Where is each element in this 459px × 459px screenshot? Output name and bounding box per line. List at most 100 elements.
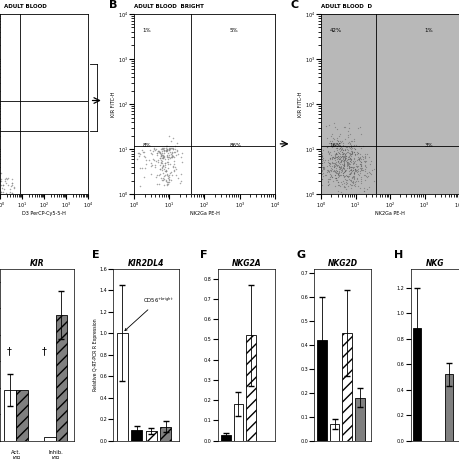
Point — [347, 151, 355, 158]
Point — [345, 163, 353, 170]
Point — [171, 153, 178, 161]
Point — [352, 180, 359, 187]
Point — [352, 151, 359, 158]
Point — [337, 154, 344, 162]
Bar — [117, 333, 128, 441]
Point — [347, 170, 354, 177]
Point — [161, 152, 168, 159]
Point — [135, 153, 143, 160]
Point — [1, 185, 8, 193]
Point — [156, 162, 163, 169]
Point — [0, 172, 3, 179]
Point — [178, 170, 185, 178]
Point — [353, 156, 361, 163]
Point — [347, 142, 355, 149]
Point — [358, 130, 365, 137]
Point — [163, 159, 171, 166]
Point — [167, 176, 174, 184]
Point — [146, 146, 154, 153]
Point — [166, 144, 174, 151]
Point — [347, 163, 355, 171]
Point — [160, 150, 168, 157]
Point — [337, 137, 344, 145]
Point — [337, 138, 344, 146]
Point — [353, 176, 360, 183]
Point — [322, 123, 330, 130]
Point — [340, 151, 347, 158]
Point — [339, 190, 347, 197]
Point — [324, 157, 331, 164]
Point — [341, 161, 348, 168]
Point — [340, 174, 347, 181]
Point — [340, 158, 347, 165]
Bar — [246, 336, 256, 441]
Point — [154, 150, 161, 157]
X-axis label: NK2Ga PE-H: NK2Ga PE-H — [375, 212, 405, 216]
Point — [0, 191, 8, 199]
Point — [318, 181, 325, 189]
Point — [148, 162, 156, 169]
Point — [157, 152, 164, 159]
Point — [351, 155, 358, 162]
Point — [335, 156, 342, 163]
Bar — [5, 390, 17, 441]
Point — [349, 148, 356, 155]
Point — [350, 179, 357, 187]
Point — [339, 169, 347, 177]
Bar — [17, 390, 28, 441]
Point — [347, 157, 354, 165]
Point — [358, 152, 366, 160]
Point — [162, 178, 169, 185]
Point — [346, 172, 353, 179]
Point — [341, 154, 349, 161]
Y-axis label: KIR FITC-H: KIR FITC-H — [298, 91, 303, 117]
Point — [333, 136, 341, 144]
Point — [168, 145, 175, 152]
Point — [344, 146, 352, 153]
Point — [159, 152, 167, 159]
Point — [159, 169, 167, 176]
Point — [156, 148, 163, 156]
Point — [343, 164, 351, 172]
Point — [348, 174, 355, 181]
Point — [164, 182, 171, 189]
Point — [157, 158, 165, 166]
Point — [347, 166, 355, 174]
Point — [0, 187, 2, 195]
Point — [318, 151, 325, 159]
Point — [332, 174, 339, 181]
Point — [330, 135, 337, 143]
Point — [318, 157, 325, 164]
Bar — [131, 430, 142, 441]
Point — [324, 148, 331, 155]
Point — [0, 170, 5, 177]
Point — [336, 165, 343, 172]
Point — [167, 150, 174, 157]
Point — [351, 148, 358, 155]
Point — [347, 149, 354, 156]
Point — [325, 142, 332, 150]
Point — [326, 166, 334, 173]
Point — [169, 150, 176, 157]
Point — [334, 152, 341, 160]
Point — [163, 154, 171, 161]
Point — [2, 177, 9, 184]
Point — [330, 154, 337, 161]
Point — [165, 173, 173, 180]
Point — [8, 182, 16, 189]
Point — [370, 166, 378, 173]
Point — [147, 160, 155, 167]
Point — [344, 159, 351, 167]
Text: 5%: 5% — [230, 28, 238, 33]
Point — [157, 165, 164, 172]
Point — [139, 146, 146, 153]
Point — [343, 162, 351, 169]
Point — [336, 163, 344, 171]
Point — [354, 148, 361, 156]
Point — [361, 171, 369, 179]
Point — [347, 157, 355, 164]
Point — [353, 166, 361, 174]
Point — [362, 163, 369, 171]
Point — [327, 151, 334, 158]
Point — [318, 153, 325, 161]
